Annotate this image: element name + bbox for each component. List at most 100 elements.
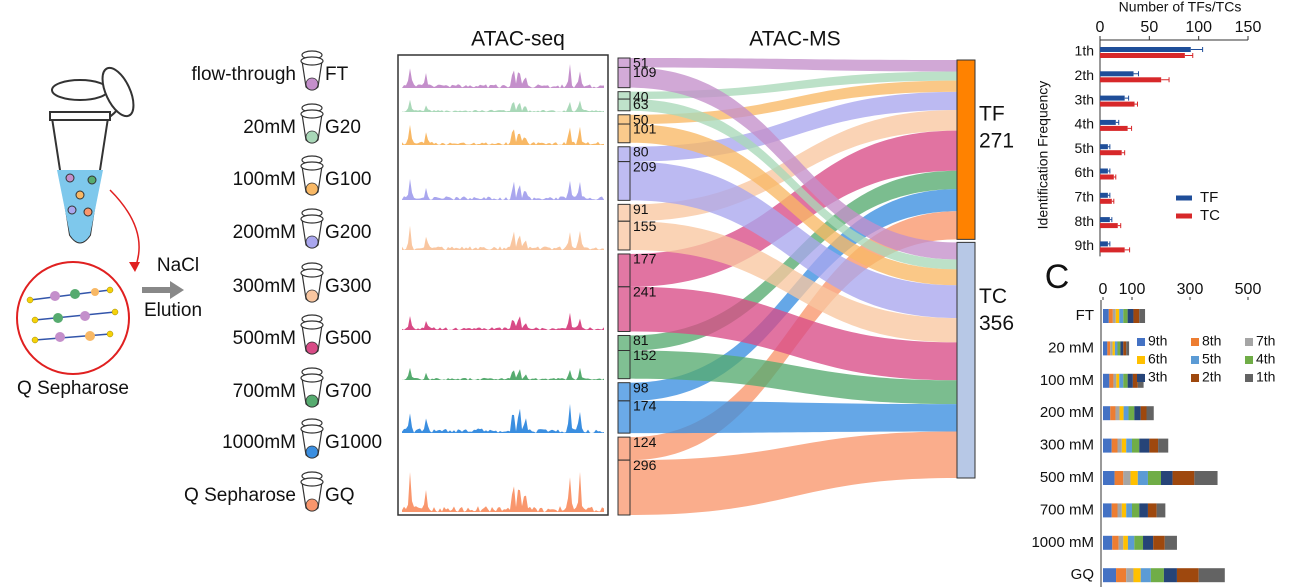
bar-segment bbox=[1140, 568, 1151, 583]
bar-segment bbox=[1126, 568, 1134, 583]
bar-segment bbox=[1103, 309, 1109, 323]
bar-segment bbox=[1139, 309, 1146, 323]
mini-tube bbox=[300, 262, 324, 303]
target-total: 356 bbox=[979, 312, 1014, 335]
bar-segment bbox=[1133, 568, 1141, 583]
tube-schematic bbox=[16, 66, 184, 375]
bar-segment bbox=[1115, 406, 1120, 421]
sankey-value: 80 bbox=[633, 143, 649, 159]
fraction-code: G100 bbox=[325, 169, 371, 190]
sankey-source bbox=[617, 57, 631, 68]
bar-segment bbox=[1116, 373, 1120, 388]
sankey-value: 91 bbox=[633, 201, 649, 217]
bar-segment bbox=[1164, 535, 1177, 550]
sankey-source bbox=[617, 123, 631, 144]
sankey-source bbox=[617, 91, 631, 100]
legend-label: 4th bbox=[1256, 351, 1275, 367]
atac-track bbox=[402, 99, 604, 112]
x-tick-label: 300 bbox=[1177, 281, 1204, 298]
bar-segment bbox=[1132, 503, 1140, 518]
error-bar bbox=[1161, 77, 1170, 83]
tube-sample bbox=[305, 341, 319, 355]
y-tick-label: GQ bbox=[1071, 566, 1094, 583]
sankey-value: 50 bbox=[633, 111, 649, 127]
x-tick-label: 0 bbox=[1096, 19, 1105, 36]
bar-segment bbox=[1117, 341, 1121, 356]
bar-segment bbox=[1143, 535, 1154, 550]
bar-segment bbox=[1123, 406, 1129, 421]
buffer-label: 500mM bbox=[233, 328, 296, 349]
error-bar bbox=[1134, 101, 1138, 107]
bar bbox=[1100, 198, 1112, 204]
y-tick-label: 3th bbox=[1075, 91, 1094, 107]
bar-segment bbox=[1116, 568, 1127, 583]
fraction-code: GQ bbox=[325, 485, 355, 506]
error-bar bbox=[1107, 144, 1111, 150]
bar-segment bbox=[1126, 438, 1132, 453]
legend-swatch bbox=[1137, 356, 1145, 364]
bar-segment bbox=[1133, 309, 1140, 323]
error-bar bbox=[1190, 47, 1204, 52]
bar-segment bbox=[1132, 438, 1140, 453]
y-tick-label: 200 mM bbox=[1040, 404, 1094, 421]
bar-segment bbox=[1126, 503, 1132, 518]
legend-swatch bbox=[1245, 356, 1253, 364]
y-tick-label: 7th bbox=[1075, 189, 1094, 205]
mini-tube bbox=[300, 155, 324, 196]
y-tick-label: 100 mM bbox=[1040, 372, 1094, 389]
flows bbox=[630, 58, 957, 515]
legend-label: 6th bbox=[1148, 351, 1167, 367]
legend-label: 7th bbox=[1256, 333, 1275, 349]
sankey-value: 51 bbox=[633, 55, 649, 71]
atac-track bbox=[402, 64, 604, 88]
error-bar bbox=[1109, 217, 1113, 223]
bar-segment bbox=[1153, 535, 1165, 550]
sankey-source bbox=[617, 146, 631, 163]
atac-track bbox=[402, 312, 604, 330]
sankey-source bbox=[617, 161, 631, 201]
bar-segment bbox=[1119, 406, 1124, 421]
tube-rim bbox=[300, 56, 324, 66]
bar bbox=[1100, 77, 1162, 83]
x-tick-label: 50 bbox=[1140, 19, 1158, 36]
bar-segment bbox=[1147, 503, 1157, 518]
sankey-source bbox=[617, 220, 631, 251]
bar-segment bbox=[1132, 373, 1138, 388]
tube-sample bbox=[305, 394, 319, 408]
bar-segment bbox=[1111, 503, 1118, 518]
tube-sample bbox=[305, 445, 319, 459]
error-bar bbox=[1127, 125, 1133, 131]
bar-segment bbox=[1123, 535, 1128, 550]
sankey-flow bbox=[630, 221, 957, 343]
legend-swatch bbox=[1137, 338, 1145, 346]
bar-segment bbox=[1163, 568, 1177, 583]
bar-segment bbox=[1123, 373, 1128, 388]
legend-label: 8th bbox=[1202, 333, 1221, 349]
legend-swatch bbox=[1191, 374, 1199, 382]
sankey-source bbox=[617, 66, 631, 89]
sankey-source bbox=[617, 334, 631, 351]
bar-segment bbox=[1123, 309, 1128, 323]
bar bbox=[1100, 125, 1128, 131]
bar bbox=[1100, 95, 1125, 101]
sankey-value: 152 bbox=[633, 347, 657, 363]
sankey-value: 296 bbox=[633, 457, 657, 473]
sankey-value: 63 bbox=[633, 96, 649, 112]
bar-segment bbox=[1114, 471, 1124, 485]
tube-sample bbox=[305, 235, 319, 249]
sankey-value: 98 bbox=[633, 379, 649, 395]
bar-segment bbox=[1111, 438, 1118, 453]
fraction-code: G300 bbox=[325, 276, 371, 297]
bar-segment bbox=[1127, 535, 1135, 550]
sankey-source bbox=[617, 349, 631, 380]
target-name: TC bbox=[979, 285, 1007, 308]
mini-tube bbox=[300, 471, 324, 512]
bar-segment bbox=[1103, 568, 1117, 583]
bar-segment bbox=[1147, 471, 1161, 485]
bar-segment bbox=[1127, 309, 1134, 323]
legend-label: 9th bbox=[1148, 333, 1167, 349]
sankey-source bbox=[617, 436, 631, 461]
bar-segment bbox=[1137, 471, 1148, 485]
bar bbox=[1100, 101, 1135, 107]
legend-label: 1th bbox=[1256, 369, 1275, 385]
